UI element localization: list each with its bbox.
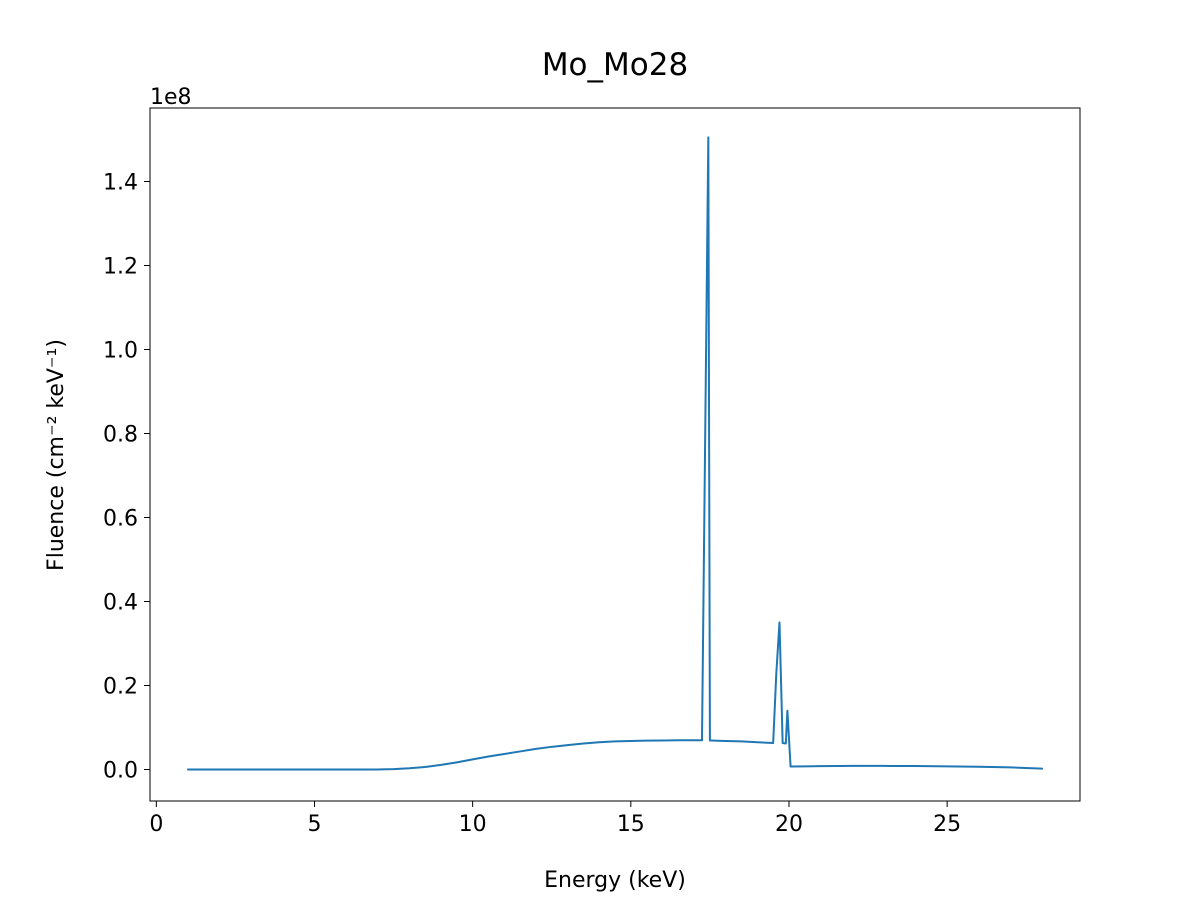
plot-frame: [149, 107, 1081, 802]
y-offset-label: 1e8: [150, 85, 192, 110]
y-tick-label: 1.0: [103, 339, 138, 364]
y-tick-label: 0.2: [103, 675, 138, 700]
x-tick-label: 10: [459, 812, 487, 837]
x-tick-label: 15: [617, 812, 645, 837]
y-tick-label: 1.4: [103, 171, 138, 196]
x-axis-label: Energy (keV): [544, 868, 686, 893]
chart-title: Mo_Mo28: [542, 47, 688, 83]
x-tick-label: 0: [149, 812, 163, 837]
ticks: 0 5 10 15 20 25 0.0 0.2 0.4 0.6 0.8 1.0 1.2 1.4: [103, 171, 961, 838]
series-line: [186, 136, 1044, 771]
y-axis-label: Fluence (cm⁻² keV⁻¹): [44, 339, 69, 571]
y-tick-label: 0.6: [103, 507, 138, 532]
y-tick-label: 0.4: [103, 591, 138, 616]
y-tick-label: 0.0: [103, 759, 138, 784]
y-tick-label: 0.8: [103, 423, 138, 448]
x-tick-label: 25: [933, 812, 961, 837]
x-tick-label: 20: [775, 812, 803, 837]
x-tick-label: 5: [307, 812, 321, 837]
y-tick-label: 1.2: [103, 255, 138, 280]
